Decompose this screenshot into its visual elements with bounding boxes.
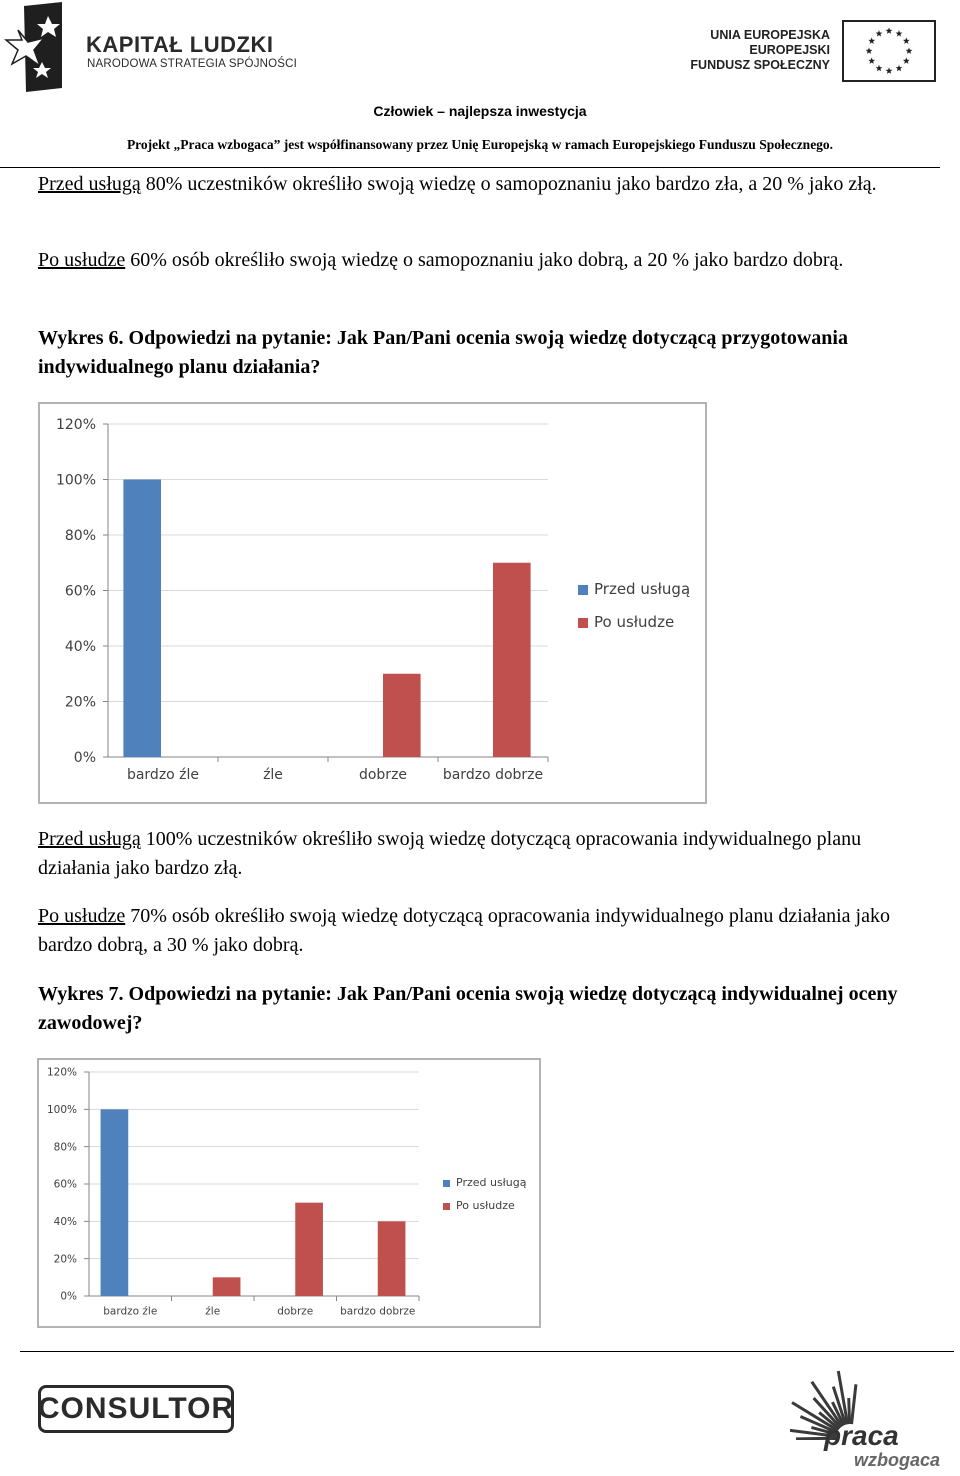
project-note: Projekt „Praca wzbogaca” jest współfinan… <box>126 137 834 152</box>
eu-star-icon <box>885 67 893 74</box>
ue-line-2: EUROPEJSKI <box>749 43 830 57</box>
eu-star-icon <box>868 57 876 64</box>
paragraph-4-lead: Po usłudze <box>38 905 126 927</box>
paragraph-1: Przed usługą 80% uczestników określiło s… <box>38 170 918 199</box>
x-tick-label: bardzo dobrze <box>340 1306 415 1318</box>
paragraph-3-lead: Przed usługą <box>38 828 141 850</box>
header-divider <box>0 167 940 168</box>
kapital-ludzki-logo-icon <box>4 2 62 92</box>
sunburst-ray <box>831 1386 848 1426</box>
praca-logo: praca wzbogaca <box>790 1370 960 1476</box>
paragraph-2-lead: Po usłudze <box>38 249 126 271</box>
consultor-logo-text: CONSULTOR <box>37 1392 235 1425</box>
praca-logo-text-1: praca <box>824 1420 899 1451</box>
y-tick-label: 20% <box>65 694 96 710</box>
y-tick-label: 120% <box>56 417 96 433</box>
kl-subtitle: NARODOWA STRATEGIA SPÓJNOŚCI <box>87 58 298 70</box>
bar <box>377 1221 406 1296</box>
paragraph-3: Przed usługą 100% uczestników określiło … <box>38 825 918 883</box>
sunburst-ray <box>799 1415 838 1434</box>
legend-swatch <box>443 1203 450 1210</box>
sunburst-ray <box>810 1380 844 1428</box>
y-tick-label: 100% <box>47 1104 77 1116</box>
sunburst-ray <box>791 1401 839 1432</box>
paragraph-2: Po usłudze 60% osób określiło swoją wied… <box>38 246 918 275</box>
praca-logo-text-2: wzbogaca <box>854 1450 941 1470</box>
eu-star-icon <box>875 64 883 72</box>
legend-swatch <box>578 585 588 595</box>
chart-7: 0% 20% 40% 60% 80% 100% 120% bardzo źle źle dobrz… <box>37 1058 541 1328</box>
paragraph-4: Po usłudze 70% osób określiło swoją wied… <box>38 902 918 960</box>
sunburst-ray <box>850 1384 858 1425</box>
x-tick-label: dobrze <box>359 767 407 783</box>
bar <box>212 1277 241 1296</box>
chart-6: 0% 20% 40% 60% 80% 100% 120% bardzo źle źle dobrz… <box>38 402 707 804</box>
legend-label: Po usłudze <box>594 613 674 631</box>
y-tick-label: 60% <box>54 1179 77 1191</box>
slogan: Człowiek – najlepsza inwestycja <box>373 103 587 119</box>
bar <box>383 673 421 757</box>
paragraph-2-text: 60% osób określiło swoją wiedzę o samopo… <box>125 249 844 271</box>
eu-star-icon <box>868 37 876 44</box>
x-tick-label: bardzo źle <box>127 767 199 783</box>
sunburst-ray <box>847 1397 852 1425</box>
x-tick-label: źle <box>263 767 283 783</box>
ue-line-3: FUNDUSZ SPOŁECZNY <box>690 58 830 72</box>
x-tick-label: bardzo źle <box>103 1306 157 1318</box>
y-tick-label: 60% <box>65 583 96 599</box>
legend-label: Przed usługą <box>594 580 690 598</box>
y-tick-label: 80% <box>65 528 96 544</box>
y-tick-label: 100% <box>56 472 96 488</box>
sunburst-icon <box>790 1370 858 1440</box>
paragraph-3-text: 100% uczestników określiło swoją wiedzę … <box>38 828 862 879</box>
eu-star-icon <box>865 47 873 54</box>
consultor-logo: CONSULTOR <box>38 1385 234 1433</box>
ue-text: UNIA EUROPEJSKA EUROPEJSKI FUNDUSZ SPOŁE… <box>680 28 830 73</box>
sunburst-ray <box>812 1397 842 1429</box>
eu-flag-icon <box>842 20 936 82</box>
bar <box>123 479 161 757</box>
paragraph-1-text: 80% uczestników określiło swoją wiedzę o… <box>140 173 877 195</box>
paragraph-4-text: 70% osób określiło swoją wiedzę dotycząc… <box>38 905 890 956</box>
sunburst-ray <box>795 1436 837 1440</box>
footer-divider <box>20 1351 954 1352</box>
bar <box>493 562 531 757</box>
chart-6-heading: Wykres 6. Odpowiedzi na pytanie: Jak Pan… <box>38 327 848 378</box>
y-tick-label: 120% <box>47 1067 77 1079</box>
chart-7-heading: Wykres 7. Odpowiedzi na pytanie: Jak Pan… <box>38 983 898 1034</box>
sunburst-ray <box>836 1370 850 1425</box>
x-tick-label: źle <box>205 1306 220 1318</box>
ue-line-1: UNIA EUROPEJSKA <box>710 28 830 42</box>
y-tick-label: 40% <box>65 639 96 655</box>
y-tick-label: 20% <box>54 1253 77 1265</box>
eu-star-icon <box>895 30 903 37</box>
eu-star-icon <box>902 57 910 64</box>
y-tick-label: 40% <box>54 1216 77 1228</box>
sunburst-ray <box>831 1401 846 1427</box>
eu-star-icon <box>905 47 913 54</box>
x-tick-label: bardzo dobrze <box>443 767 543 783</box>
legend-label: Po usłudze <box>456 1199 515 1212</box>
chart-6-svg: 0% 20% 40% 60% 80% 100% 120% bardzo źle źle dobrz… <box>56 417 690 783</box>
legend-swatch <box>578 618 588 628</box>
eu-star-icon <box>875 30 883 37</box>
legend-label: Przed usługą <box>456 1176 527 1189</box>
sunburst-ray <box>818 1411 841 1431</box>
header: KAPITAŁ LUDZKI NARODOWA STRATEGIA SPÓJNO… <box>0 0 960 168</box>
sunburst-ray <box>790 1428 837 1438</box>
eu-star-icon <box>895 64 903 72</box>
y-tick-label: 0% <box>74 750 96 766</box>
kl-title: KAPITAŁ LUDZKI <box>86 32 274 57</box>
y-tick-label: 80% <box>54 1141 77 1153</box>
y-tick-label: 0% <box>60 1291 77 1303</box>
paragraph-1-lead: Przed usługą <box>38 173 141 195</box>
chart-7-svg: 0% 20% 40% 60% 80% 100% 120% bardzo źle źle dobrz… <box>47 1067 527 1318</box>
eu-star-icon <box>902 37 910 44</box>
sunburst-ray <box>811 1425 837 1436</box>
legend-swatch <box>443 1180 450 1187</box>
bar <box>100 1109 129 1296</box>
bar <box>295 1202 323 1296</box>
x-tick-label: dobrze <box>277 1306 313 1318</box>
eu-star-icon <box>885 27 893 34</box>
